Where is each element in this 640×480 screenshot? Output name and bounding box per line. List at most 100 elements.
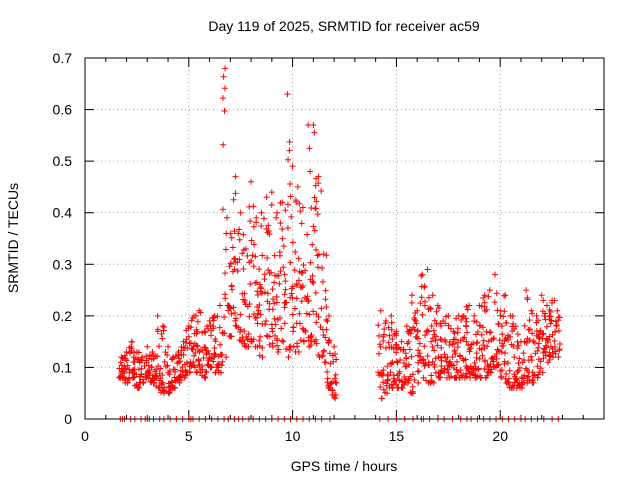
data-point	[271, 279, 278, 286]
data-point	[271, 315, 278, 322]
data-point	[429, 292, 436, 299]
data-point	[415, 379, 422, 386]
data-point	[429, 358, 436, 365]
data-point	[324, 368, 331, 375]
data-point	[543, 323, 550, 330]
data-point	[161, 323, 168, 330]
data-point	[377, 383, 384, 390]
data-point	[463, 323, 470, 330]
data-point	[411, 377, 418, 384]
data-point	[122, 355, 129, 362]
data-point	[308, 205, 315, 212]
data-point	[507, 312, 514, 319]
data-point	[227, 230, 234, 237]
data-point	[285, 354, 292, 361]
data-point	[330, 358, 337, 365]
data-point	[154, 328, 161, 335]
data-point	[393, 381, 400, 388]
data-point	[501, 292, 508, 299]
data-point	[315, 173, 322, 180]
data-point	[258, 209, 265, 216]
data-point	[375, 369, 382, 376]
data-point	[234, 268, 241, 275]
data-point	[144, 368, 151, 375]
data-point	[481, 365, 488, 372]
data-point	[381, 331, 388, 338]
data-point	[289, 163, 296, 170]
data-point	[554, 307, 561, 314]
data-point	[215, 353, 222, 360]
data-point	[398, 384, 405, 391]
data-point	[493, 350, 500, 357]
data-point	[514, 369, 521, 376]
data-point	[313, 198, 320, 205]
data-point	[484, 343, 491, 350]
data-point	[155, 343, 162, 350]
data-point	[250, 263, 257, 270]
data-point	[228, 333, 235, 340]
data-point	[255, 307, 262, 314]
data-point	[448, 373, 455, 380]
data-point	[237, 209, 244, 216]
data-point	[229, 286, 236, 293]
data-point	[252, 279, 259, 286]
data-point	[249, 338, 256, 345]
data-point	[531, 339, 538, 346]
data-point	[386, 332, 393, 339]
data-point	[550, 354, 557, 361]
data-point	[437, 336, 444, 343]
data-point	[430, 327, 437, 334]
data-point	[390, 372, 397, 379]
data-point	[128, 348, 135, 355]
data-point	[164, 352, 171, 359]
data-point	[236, 256, 243, 263]
data-point	[421, 362, 428, 369]
data-point	[535, 340, 542, 347]
data-point	[523, 287, 530, 294]
data-point	[529, 310, 536, 317]
data-point	[309, 241, 316, 248]
data-point	[284, 224, 291, 231]
data-point	[323, 252, 330, 259]
data-point	[158, 330, 165, 337]
data-point	[549, 297, 556, 304]
data-point	[263, 194, 270, 201]
data-point	[429, 343, 436, 350]
data-point	[471, 317, 478, 324]
data-point	[480, 337, 487, 344]
data-point	[252, 253, 259, 260]
data-point	[490, 335, 497, 342]
data-point	[288, 285, 295, 292]
data-point	[324, 318, 331, 325]
y-tick-label: 0.4	[53, 205, 73, 221]
data-point	[406, 327, 413, 334]
data-point	[385, 339, 392, 346]
data-point	[256, 352, 263, 359]
data-point	[284, 91, 291, 98]
data-point	[211, 345, 218, 352]
data-point	[505, 380, 512, 387]
data-point	[438, 354, 445, 361]
data-point	[426, 304, 433, 311]
data-point	[547, 313, 554, 320]
data-point	[229, 244, 236, 251]
data-point	[259, 354, 266, 361]
data-point	[180, 344, 187, 351]
data-point	[458, 317, 465, 324]
data-point	[495, 320, 502, 327]
data-point	[132, 355, 139, 362]
data-point	[153, 366, 160, 373]
data-point	[222, 270, 229, 277]
data-point	[159, 323, 166, 330]
data-point	[325, 312, 332, 319]
data-point	[201, 373, 208, 380]
data-point	[555, 354, 562, 361]
data-point	[331, 375, 338, 382]
data-point	[274, 342, 281, 349]
data-point	[131, 366, 138, 373]
data-point	[480, 294, 487, 301]
data-point	[217, 369, 224, 376]
data-point	[297, 337, 304, 344]
data-point	[158, 380, 165, 387]
data-point	[416, 340, 423, 347]
